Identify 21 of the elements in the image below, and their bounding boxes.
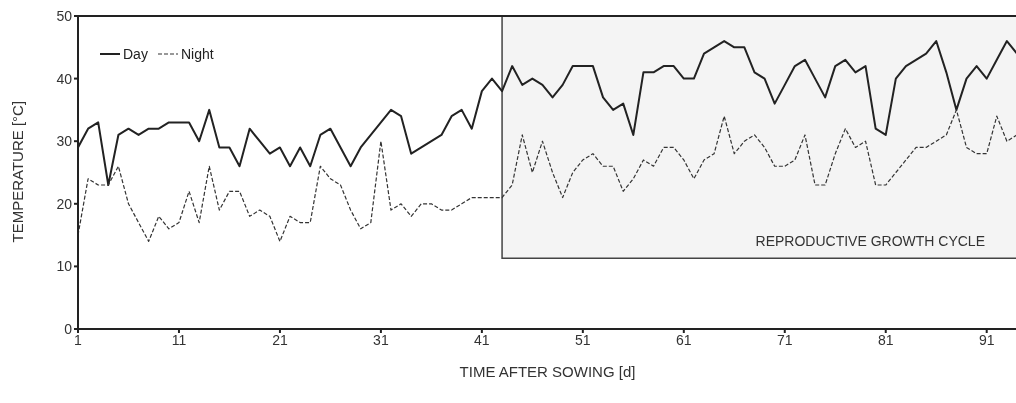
x-tick-label: 51 — [575, 331, 591, 348]
band-label: REPRODUCTIVE GROWTH CYCLE — [755, 233, 985, 250]
y-tick-label: 10 — [56, 258, 73, 275]
y-tick-label: 50 — [56, 7, 73, 24]
y-tick-label: 0 — [64, 320, 73, 337]
x-tick-label: 61 — [676, 331, 692, 348]
x-tick-label: 71 — [776, 331, 793, 348]
legend-label: Night — [179, 46, 214, 62]
x-tick-label: 31 — [373, 331, 389, 348]
x-tick-label: 1 — [74, 331, 83, 348]
y-axis-title: TEMPERATURE [°C] — [9, 100, 27, 243]
x-tick-label: 11 — [171, 331, 187, 348]
x-tick-label: 81 — [877, 331, 894, 348]
y-tick-label: 30 — [56, 133, 73, 150]
x-axis-title: TIME AFTER SOWING [d] — [459, 363, 636, 380]
y-tick-label: 20 — [56, 195, 73, 212]
x-tick-label: 91 — [978, 331, 995, 348]
legend-label: Day — [122, 46, 148, 62]
x-tick-label: 41 — [474, 331, 490, 348]
x-tick-label: 21 — [272, 331, 288, 348]
y-tick-label: 40 — [56, 70, 73, 87]
